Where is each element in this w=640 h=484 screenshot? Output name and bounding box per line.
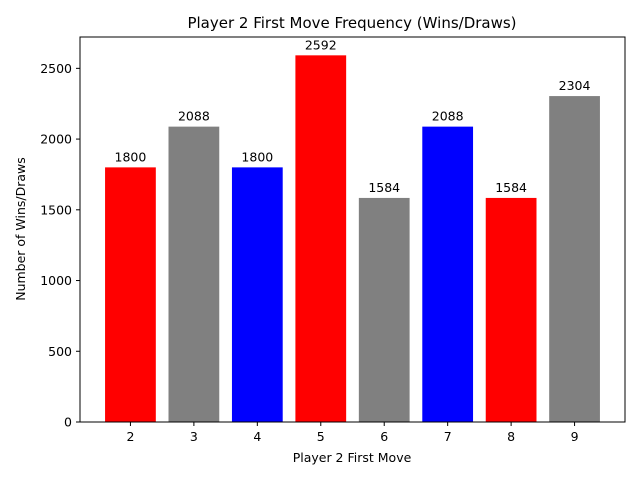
data-label-7: 2088 [432, 109, 464, 124]
y-tick-label-2000: 2000 [40, 132, 72, 147]
y-tick-label-500: 500 [48, 344, 72, 359]
data-label-9: 2304 [559, 78, 591, 93]
x-tick-label-9: 9 [571, 429, 579, 444]
chart-title: Player 2 First Move Frequency (Wins/Draw… [187, 14, 516, 32]
data-label-5: 2592 [305, 37, 337, 52]
x-tick-label-5: 5 [317, 429, 325, 444]
bars-layer [105, 55, 600, 423]
bar-4 [231, 167, 283, 422]
plot-frame [79, 36, 626, 423]
x-tick-label-4: 4 [253, 429, 261, 444]
x-tick-label-8: 8 [507, 429, 515, 444]
data-label-6: 1584 [368, 180, 400, 195]
data-label-8: 1584 [495, 180, 527, 195]
x-axis-title: Player 2 First Move [293, 450, 412, 465]
data-label-2: 1800 [115, 149, 147, 164]
x-tick-label-6: 6 [380, 429, 388, 444]
x-tick-label-2: 2 [126, 429, 134, 444]
y-tick-label-2500: 2500 [40, 61, 72, 76]
bar-7 [422, 126, 474, 422]
data-labels-layer: 1800 2088 1800 2592 1584 2088 1584 2304 [115, 37, 591, 195]
y-tick-label-0: 0 [64, 415, 72, 430]
data-label-3: 2088 [178, 109, 210, 124]
data-label-4: 1800 [241, 149, 273, 164]
bar-8 [485, 197, 537, 422]
bar-2 [105, 167, 156, 422]
x-tick-label-7: 7 [444, 429, 452, 444]
bar-3 [168, 126, 220, 422]
y-axis-title: Number of Wins/Draws [13, 157, 28, 301]
y-tick-label-1000: 1000 [40, 273, 72, 288]
x-tick-label-3: 3 [190, 429, 198, 444]
y-tick-label-1500: 1500 [40, 202, 72, 217]
bar-9 [549, 96, 600, 423]
axes-layer: 2 3 4 5 6 7 8 9 0 500 1000 1500 2000 2500 [40, 36, 626, 444]
bar-5 [295, 55, 347, 422]
bar-6 [358, 197, 410, 422]
